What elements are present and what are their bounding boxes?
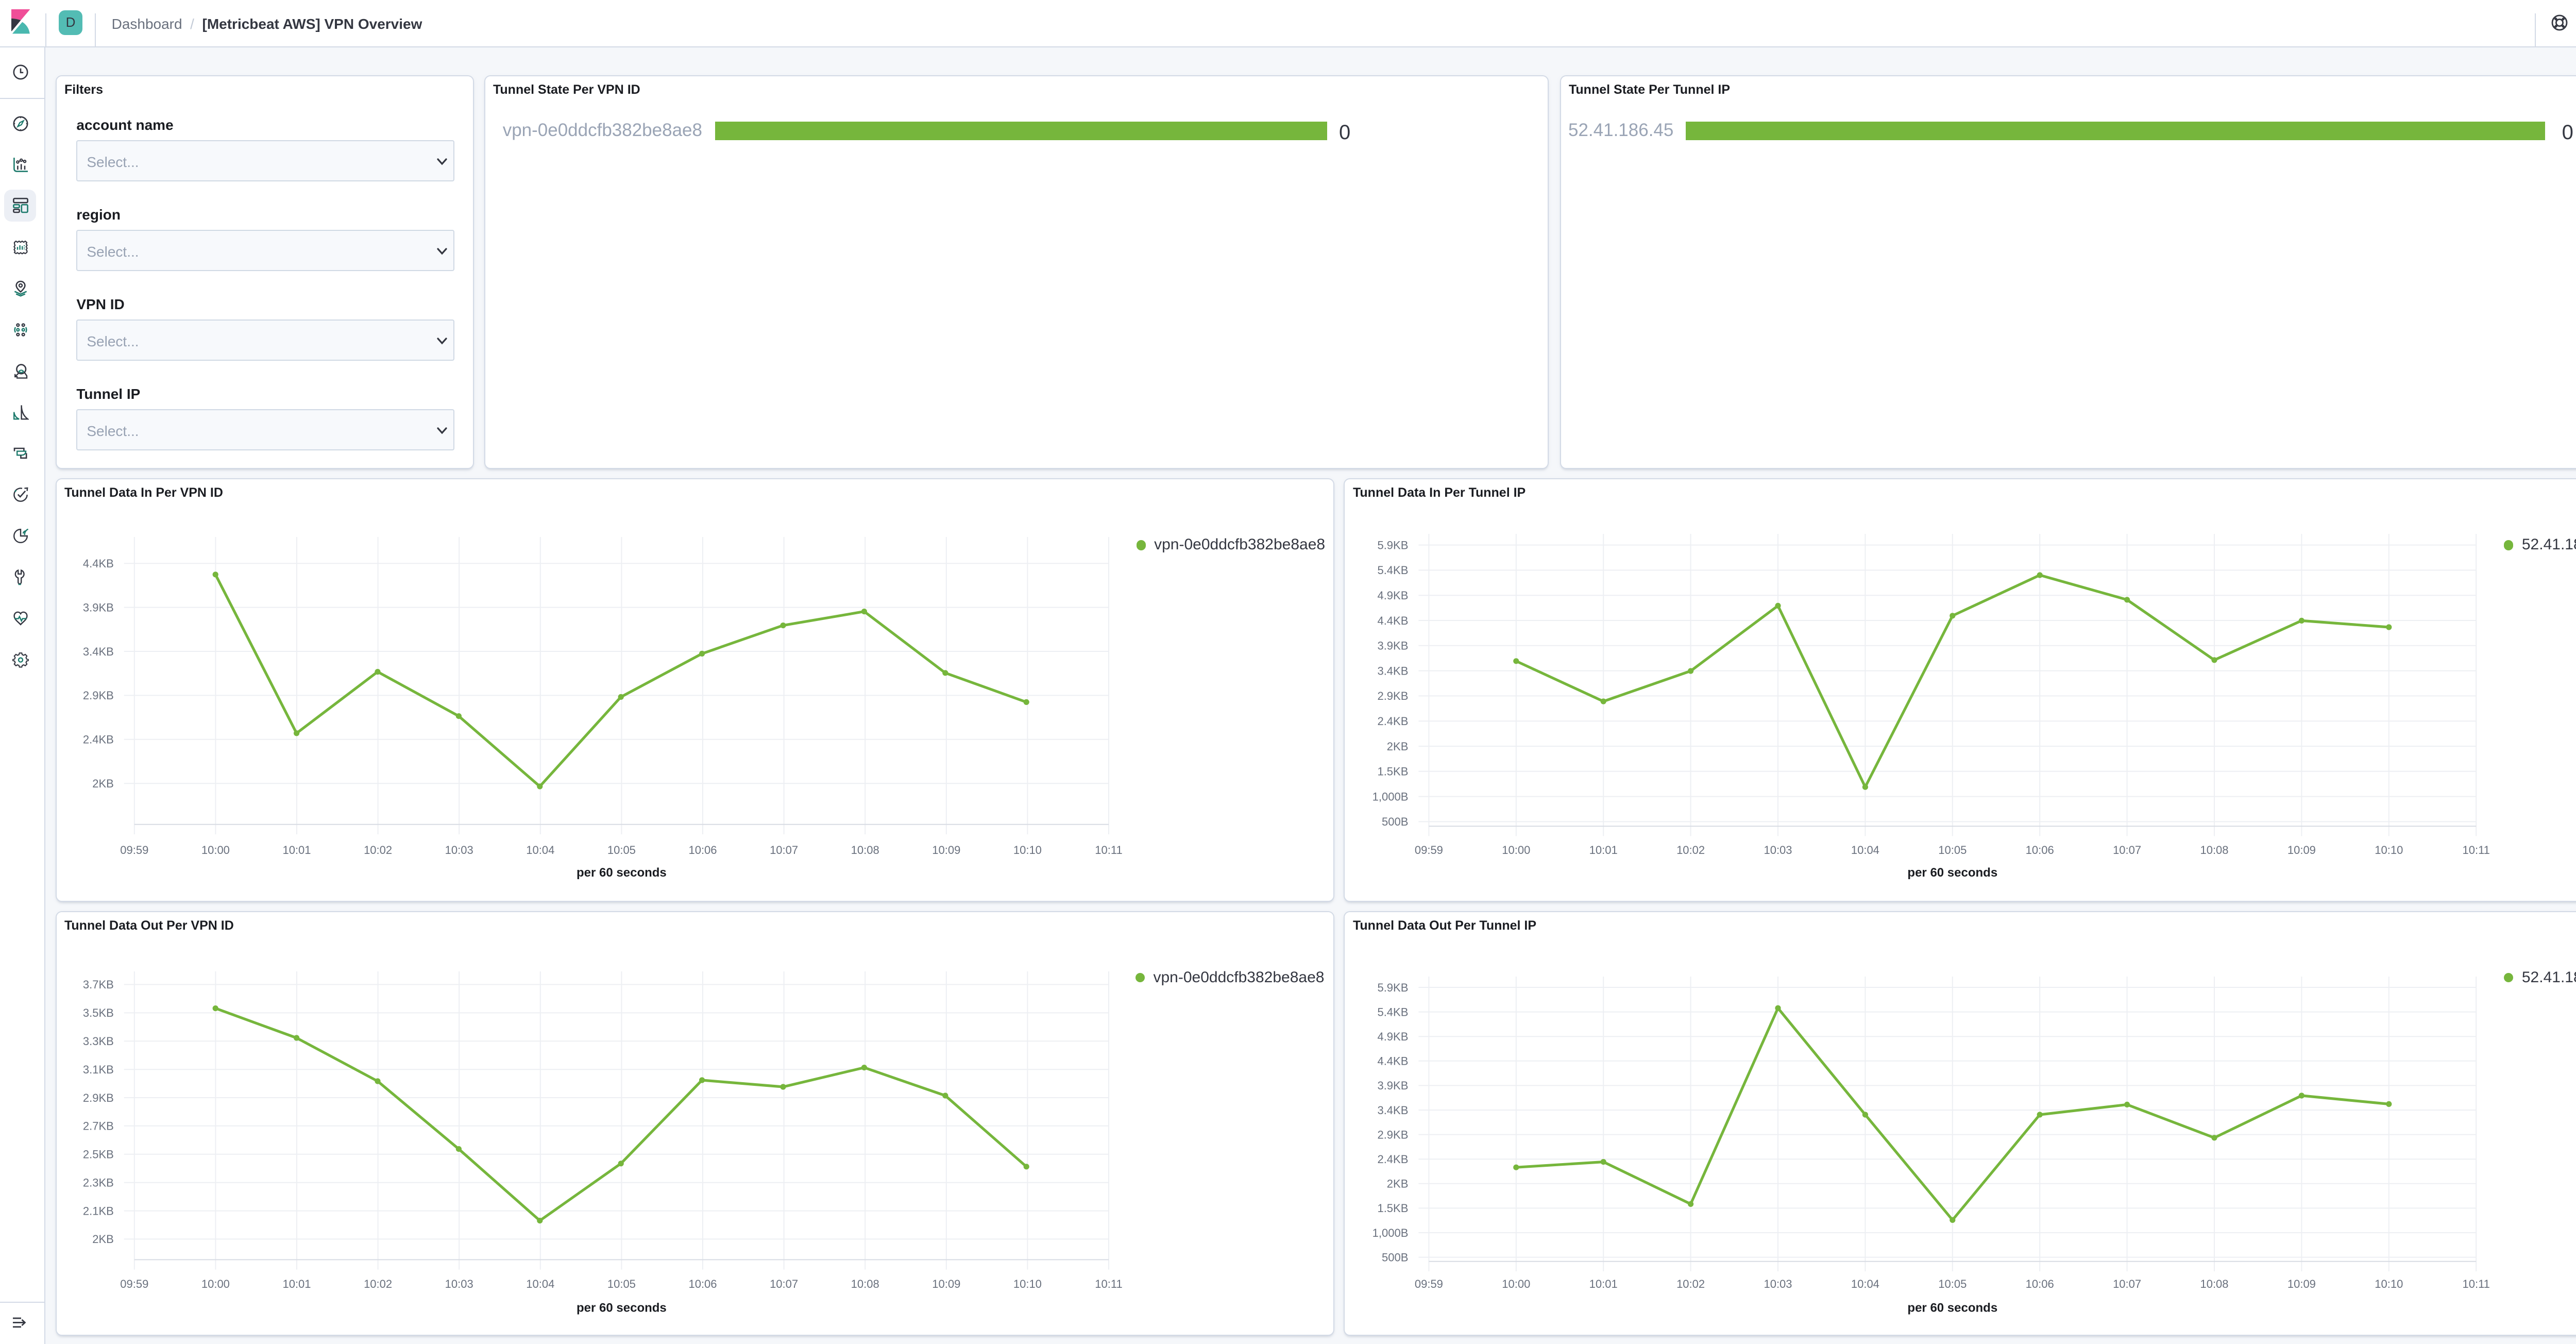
svg-text:10:05: 10:05 (1938, 844, 1967, 856)
svg-text:10:03: 10:03 (445, 1277, 473, 1290)
svg-text:4.9KB: 4.9KB (1377, 1030, 1408, 1043)
svg-text:10:05: 10:05 (607, 1277, 635, 1290)
svg-text:3.3KB: 3.3KB (82, 1034, 113, 1047)
svg-text:5.9KB: 5.9KB (1377, 539, 1408, 551)
svg-text:10:06: 10:06 (2026, 844, 2054, 856)
svg-text:3.7KB: 3.7KB (82, 978, 113, 990)
svg-text:10:10: 10:10 (1013, 844, 1041, 856)
svg-text:2.4KB: 2.4KB (1377, 715, 1408, 728)
svg-text:10:07: 10:07 (2113, 1277, 2141, 1290)
svg-text:per 60 seconds: per 60 seconds (576, 866, 666, 880)
svg-text:5.4KB: 5.4KB (1377, 1005, 1408, 1018)
svg-text:10:01: 10:01 (1589, 844, 1618, 856)
svg-text:10:04: 10:04 (526, 844, 554, 856)
svg-text:10:11: 10:11 (2462, 1277, 2489, 1290)
svg-text:10:00: 10:00 (1502, 844, 1530, 856)
svg-text:10:02: 10:02 (363, 844, 392, 856)
svg-text:10:09: 10:09 (2287, 1277, 2316, 1290)
svg-text:2.3KB: 2.3KB (82, 1175, 113, 1188)
svg-text:10:11: 10:11 (1094, 1277, 1122, 1290)
svg-text:2.9KB: 2.9KB (1377, 690, 1408, 702)
svg-text:2.9KB: 2.9KB (82, 1091, 113, 1104)
svg-text:10:04: 10:04 (1851, 1277, 1879, 1290)
svg-text:10:08: 10:08 (851, 844, 879, 856)
svg-text:4.9KB: 4.9KB (1377, 589, 1408, 602)
svg-text:3.4KB: 3.4KB (82, 645, 113, 658)
svg-text:10:04: 10:04 (1851, 844, 1879, 856)
svg-text:per 60 seconds: per 60 seconds (1907, 866, 1997, 880)
svg-text:500B: 500B (1382, 1250, 1408, 1263)
svg-text:per 60 seconds: per 60 seconds (1907, 1300, 1997, 1314)
svg-text:10:07: 10:07 (2113, 844, 2141, 856)
svg-text:2.1KB: 2.1KB (82, 1204, 113, 1217)
svg-text:2.5KB: 2.5KB (82, 1148, 113, 1161)
svg-text:3.9KB: 3.9KB (1377, 1079, 1408, 1091)
svg-text:10:02: 10:02 (1676, 1277, 1705, 1290)
svg-text:10:07: 10:07 (769, 844, 798, 856)
svg-text:10:03: 10:03 (445, 844, 473, 856)
svg-text:2.9KB: 2.9KB (82, 689, 113, 702)
svg-text:1.5KB: 1.5KB (1377, 765, 1408, 778)
svg-text:2KB: 2KB (1387, 740, 1409, 753)
svg-text:2KB: 2KB (1387, 1177, 1409, 1190)
svg-text:3.1KB: 3.1KB (82, 1063, 113, 1076)
svg-text:10:00: 10:00 (201, 1277, 229, 1290)
svg-text:10:06: 10:06 (688, 1277, 716, 1290)
svg-text:3.5KB: 3.5KB (82, 1006, 113, 1019)
svg-text:10:01: 10:01 (1589, 1277, 1618, 1290)
svg-text:10:03: 10:03 (1764, 1277, 1792, 1290)
svg-text:10:09: 10:09 (2287, 844, 2316, 856)
svg-text:10:02: 10:02 (1676, 844, 1705, 856)
svg-text:10:03: 10:03 (1764, 844, 1792, 856)
svg-text:09:59: 09:59 (120, 844, 148, 856)
svg-text:1,000B: 1,000B (1372, 1226, 1409, 1239)
svg-text:10:09: 10:09 (931, 1277, 960, 1290)
svg-text:10:08: 10:08 (851, 1277, 879, 1290)
svg-text:09:59: 09:59 (120, 1277, 148, 1290)
svg-text:10:01: 10:01 (282, 1277, 310, 1290)
svg-text:10:01: 10:01 (282, 844, 310, 856)
svg-text:5.9KB: 5.9KB (1377, 981, 1408, 994)
svg-text:10:05: 10:05 (1938, 1277, 1967, 1290)
svg-text:10:00: 10:00 (1502, 1277, 1530, 1290)
svg-text:1.5KB: 1.5KB (1377, 1201, 1408, 1214)
svg-text:10:10: 10:10 (2375, 844, 2403, 856)
svg-text:10:00: 10:00 (201, 844, 229, 856)
svg-text:4.4KB: 4.4KB (82, 557, 113, 570)
svg-text:10:10: 10:10 (1013, 1277, 1041, 1290)
svg-text:10:10: 10:10 (2375, 1277, 2403, 1290)
svg-text:3.9KB: 3.9KB (82, 601, 113, 614)
svg-text:2KB: 2KB (92, 1232, 113, 1245)
svg-text:10:08: 10:08 (2200, 844, 2228, 856)
svg-text:10:07: 10:07 (769, 1277, 798, 1290)
svg-text:per 60 seconds: per 60 seconds (576, 1300, 666, 1314)
svg-text:2.9KB: 2.9KB (1377, 1128, 1408, 1140)
svg-text:10:04: 10:04 (526, 1277, 554, 1290)
svg-text:2.4KB: 2.4KB (82, 733, 113, 746)
svg-text:10:02: 10:02 (363, 1277, 392, 1290)
svg-text:10:08: 10:08 (2200, 1277, 2228, 1290)
svg-text:2.7KB: 2.7KB (82, 1119, 113, 1132)
svg-text:09:59: 09:59 (1415, 844, 1443, 856)
svg-text:10:06: 10:06 (688, 844, 716, 856)
svg-text:500B: 500B (1382, 815, 1408, 828)
svg-text:5.4KB: 5.4KB (1377, 564, 1408, 577)
svg-text:10:09: 10:09 (931, 844, 960, 856)
svg-text:2.4KB: 2.4KB (1377, 1152, 1408, 1165)
svg-text:10:05: 10:05 (607, 844, 635, 856)
svg-text:10:11: 10:11 (2462, 844, 2489, 856)
svg-text:2KB: 2KB (92, 777, 113, 790)
svg-text:4.4KB: 4.4KB (1377, 614, 1408, 627)
svg-text:10:11: 10:11 (1094, 844, 1122, 856)
svg-text:09:59: 09:59 (1415, 1277, 1443, 1290)
svg-text:4.4KB: 4.4KB (1377, 1054, 1408, 1067)
svg-text:1,000B: 1,000B (1372, 790, 1409, 803)
svg-text:10:06: 10:06 (2026, 1277, 2054, 1290)
svg-text:3.9KB: 3.9KB (1377, 640, 1408, 652)
svg-text:3.4KB: 3.4KB (1377, 1103, 1408, 1116)
svg-text:3.4KB: 3.4KB (1377, 664, 1408, 677)
